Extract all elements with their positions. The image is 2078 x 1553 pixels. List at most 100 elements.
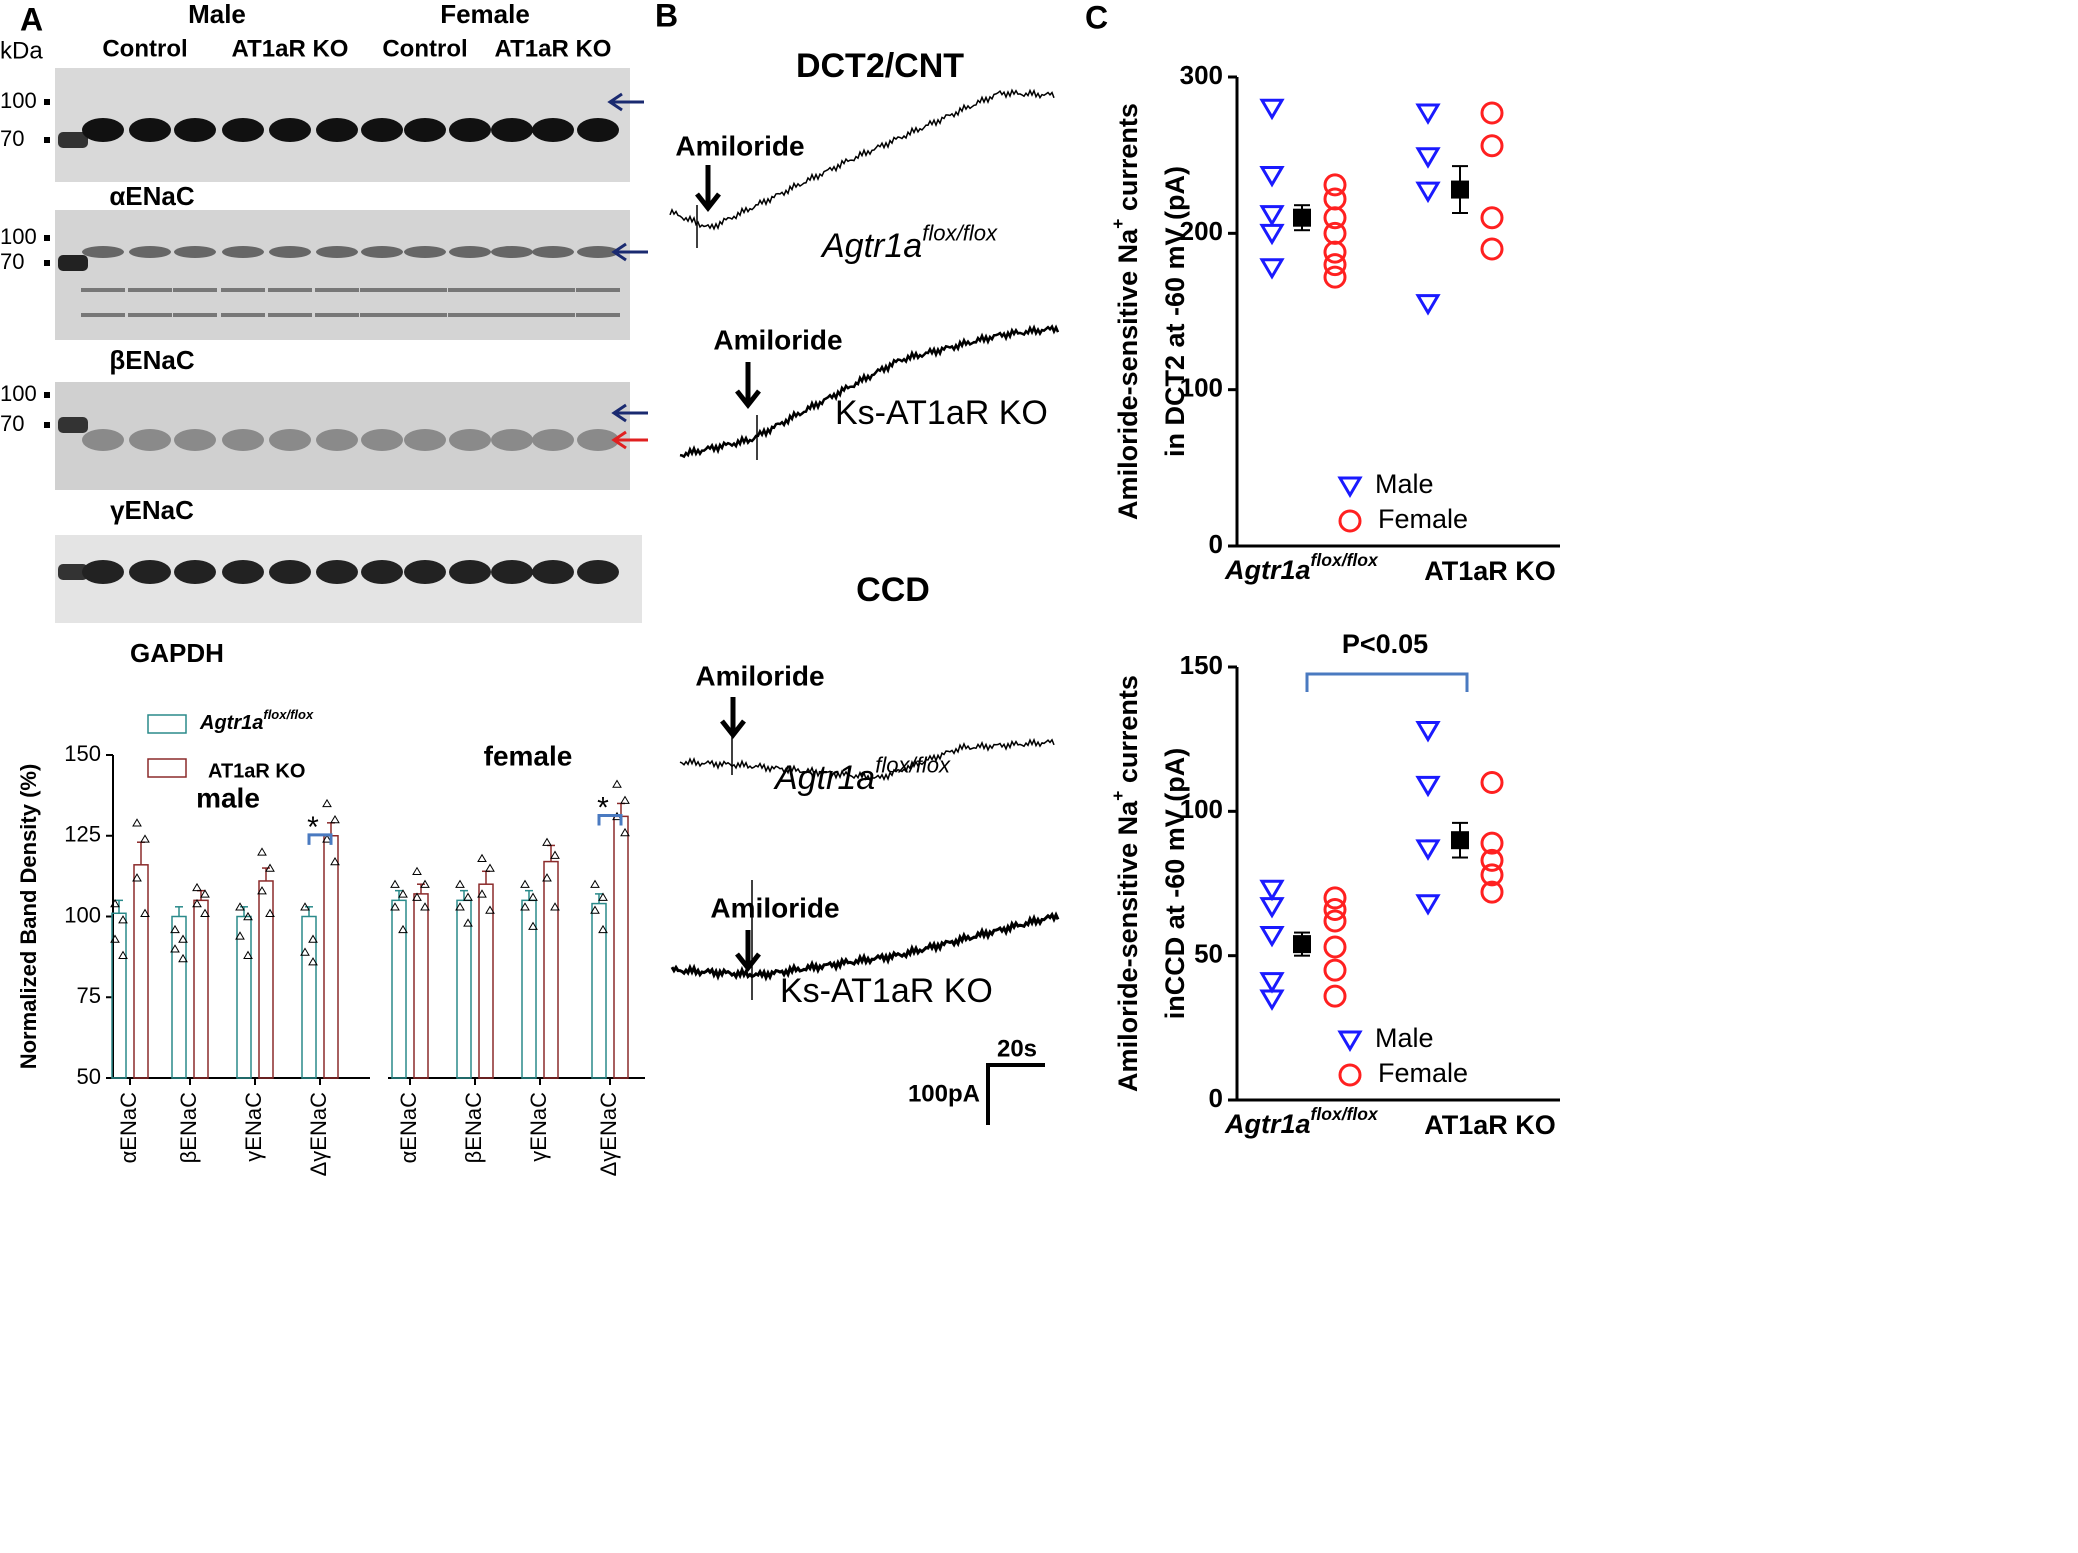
data-point bbox=[322, 834, 332, 843]
y-tick-label: 200 bbox=[1180, 216, 1223, 246]
bar bbox=[301, 915, 317, 1079]
protein-band bbox=[221, 288, 265, 292]
data-point bbox=[1480, 848, 1504, 872]
protein-band bbox=[490, 313, 534, 317]
x-tick-label: Agtr1aflox/flox bbox=[1224, 1104, 1379, 1139]
y-tick-label: 150 bbox=[64, 741, 101, 766]
data-point bbox=[1323, 206, 1347, 230]
protein-band bbox=[449, 560, 491, 584]
panel-label: B bbox=[655, 0, 678, 33]
marker-label: 70 bbox=[0, 126, 24, 151]
protein-band bbox=[222, 560, 264, 584]
protein-band bbox=[82, 118, 124, 142]
genotype-label-main: Agtr1a bbox=[820, 227, 922, 265]
condition-label: Control bbox=[382, 35, 467, 62]
data-point bbox=[1259, 972, 1285, 994]
ladder-band bbox=[58, 417, 88, 433]
protein-band bbox=[531, 313, 575, 317]
protein-band bbox=[491, 246, 533, 258]
data-point bbox=[1480, 863, 1504, 887]
significance-bracket bbox=[597, 813, 623, 826]
protein-label: γENaC bbox=[110, 495, 194, 525]
protein-band bbox=[361, 118, 403, 142]
data-point bbox=[1415, 103, 1441, 125]
marker-tick bbox=[44, 260, 50, 266]
data-point bbox=[265, 908, 275, 917]
data-point bbox=[590, 905, 600, 914]
data-point bbox=[235, 902, 245, 911]
arrow-head bbox=[611, 403, 627, 423]
protein-band bbox=[404, 246, 446, 258]
protein-label: GAPDH bbox=[130, 638, 224, 668]
data-point bbox=[243, 950, 253, 959]
data-point bbox=[257, 847, 267, 856]
marker-tick bbox=[44, 137, 50, 143]
annotation: * bbox=[597, 791, 609, 824]
protein-band bbox=[222, 246, 264, 258]
protein-band bbox=[491, 429, 533, 451]
legend-label: Male bbox=[1375, 469, 1434, 499]
legend-swatch bbox=[147, 714, 187, 734]
genotype-label-sup: flox/flox bbox=[922, 220, 998, 245]
protein-band bbox=[316, 118, 358, 142]
data-point bbox=[1259, 223, 1285, 246]
data-point bbox=[485, 863, 495, 872]
protein-band bbox=[269, 118, 311, 142]
data-point bbox=[477, 853, 487, 863]
data-point bbox=[200, 889, 210, 898]
data-point bbox=[542, 837, 552, 846]
protein-band bbox=[404, 560, 446, 584]
protein-band bbox=[173, 313, 217, 317]
condition-label: AT1aR KO bbox=[495, 35, 612, 62]
protein-band bbox=[360, 313, 404, 317]
y-axis-label-main: Amiloride-sensitive Na bbox=[1113, 228, 1143, 520]
data-point bbox=[528, 892, 538, 901]
x-tick-label-sup: flox/flox bbox=[1311, 550, 1379, 570]
data-point bbox=[1415, 894, 1441, 916]
data-point bbox=[1259, 925, 1285, 948]
data-point bbox=[390, 902, 400, 911]
data-point bbox=[1480, 101, 1504, 125]
data-point bbox=[550, 850, 560, 859]
protein-band bbox=[129, 429, 171, 451]
y-axis-label-main: Amiloride-sensitive Na bbox=[1113, 800, 1143, 1092]
data-point bbox=[300, 947, 310, 956]
data-point bbox=[178, 934, 188, 943]
y-axis-label: Normalized Band Density (%) bbox=[16, 764, 41, 1070]
protein-band bbox=[577, 246, 619, 258]
stimulus-label: Amiloride bbox=[675, 130, 804, 161]
data-point bbox=[140, 834, 150, 843]
data-point bbox=[412, 866, 422, 875]
data-point bbox=[1259, 879, 1285, 902]
x-tick-label: ΔγENaC bbox=[306, 1092, 331, 1176]
stimulus-label: Amiloride bbox=[710, 892, 839, 923]
protein-band bbox=[81, 288, 125, 292]
protein-band bbox=[315, 288, 359, 292]
current-trace bbox=[669, 88, 1055, 231]
condition-label: AT1aR KO bbox=[232, 35, 349, 62]
legend-label: AT1aR KO bbox=[208, 760, 305, 782]
legend-label-sup: flox/flox bbox=[263, 707, 314, 722]
chart-title: male bbox=[196, 782, 260, 813]
data-point bbox=[1323, 984, 1347, 1008]
data-point bbox=[477, 889, 487, 898]
protein-band bbox=[403, 288, 447, 292]
y-tick-label: 100 bbox=[64, 902, 101, 927]
data-point bbox=[1415, 839, 1441, 861]
bar bbox=[193, 899, 209, 1079]
bar bbox=[236, 915, 252, 1079]
condition-label: Control bbox=[102, 35, 187, 62]
data-point bbox=[1480, 831, 1504, 855]
protein-band bbox=[128, 288, 172, 292]
bar bbox=[613, 815, 629, 1079]
data-point bbox=[170, 944, 180, 953]
marker-tick bbox=[44, 99, 50, 105]
group-label: Male bbox=[188, 0, 246, 29]
data-point bbox=[620, 795, 630, 804]
x-tick-label: γENaC bbox=[526, 1092, 551, 1162]
protein-band bbox=[531, 288, 575, 292]
x-tick-label: ΔγENaC bbox=[596, 1092, 621, 1176]
legend-label: Male bbox=[1375, 1023, 1434, 1053]
data-point bbox=[1259, 165, 1285, 188]
y-axis-label: inCCD at -60 mV (pA) bbox=[1160, 748, 1190, 1020]
